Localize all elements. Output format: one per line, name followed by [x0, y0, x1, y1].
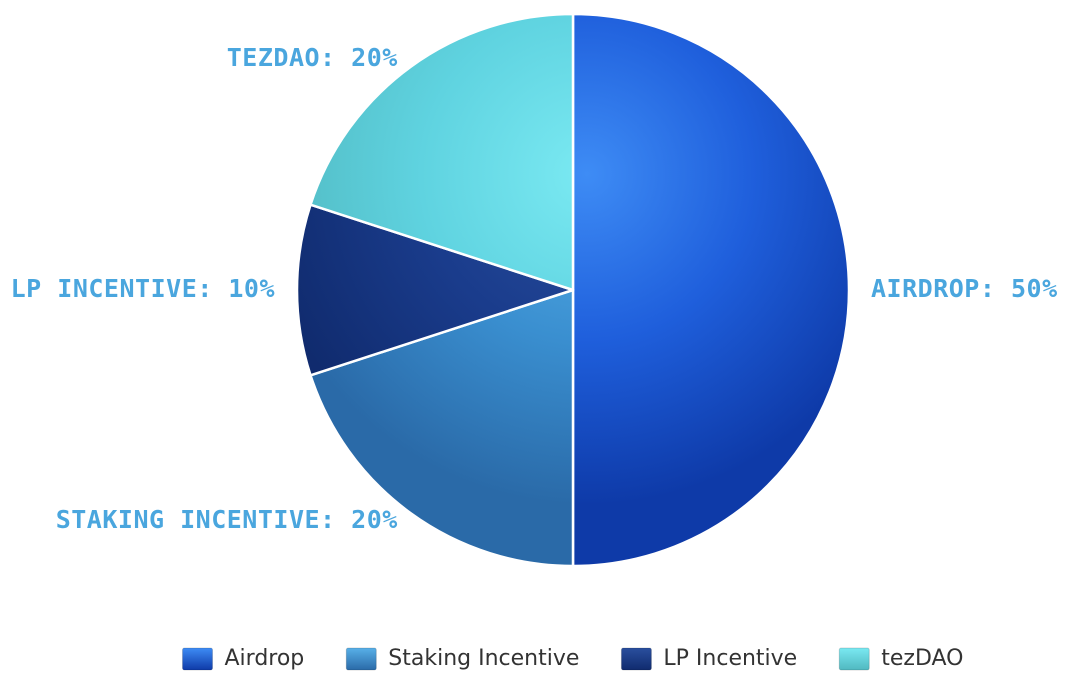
pie-slice-tezdao[interactable] [309, 12, 575, 292]
legend-label-lp-incentive: LP Incentive [663, 646, 797, 671]
legend-swatch-tezdao [838, 647, 870, 671]
legend-item-staking-incentive[interactable]: Staking Incentive [345, 646, 579, 671]
pie-slice-airdrop[interactable] [571, 12, 851, 568]
legend: Airdrop Staking Incentive LP Incentive tezD… [182, 646, 963, 671]
legend-item-airdrop[interactable]: Airdrop [182, 646, 305, 671]
legend-swatch-lp-incentive [620, 647, 652, 671]
data-label-lp-incentive: LP INCENTIVE: 10% [11, 274, 275, 303]
pie-slice-lp-incentive[interactable] [295, 203, 575, 377]
legend-swatch-staking-incentive [345, 647, 377, 671]
legend-item-tezdao[interactable]: tezDAO [838, 646, 963, 671]
pie-slice-staking-incentive[interactable] [309, 288, 575, 568]
legend-label-airdrop: Airdrop [225, 646, 305, 671]
data-label-airdrop: AIRDROP: 50% [871, 274, 1058, 303]
data-label-staking-incentive: STAKING INCENTIVE: 20% [56, 505, 398, 534]
data-label-tezdao: TEZDAO: 20% [227, 43, 398, 72]
legend-swatch-airdrop [182, 647, 214, 671]
pie-data-labels: AIRDROP: 50% STAKING INCENTIVE: 20% LP INC… [11, 43, 1058, 534]
pie-slices [295, 12, 851, 568]
legend-label-tezdao: tezDAO [881, 646, 963, 671]
legend-item-lp-incentive[interactable]: LP Incentive [620, 646, 797, 671]
legend-label-staking-incentive: Staking Incentive [388, 646, 579, 671]
